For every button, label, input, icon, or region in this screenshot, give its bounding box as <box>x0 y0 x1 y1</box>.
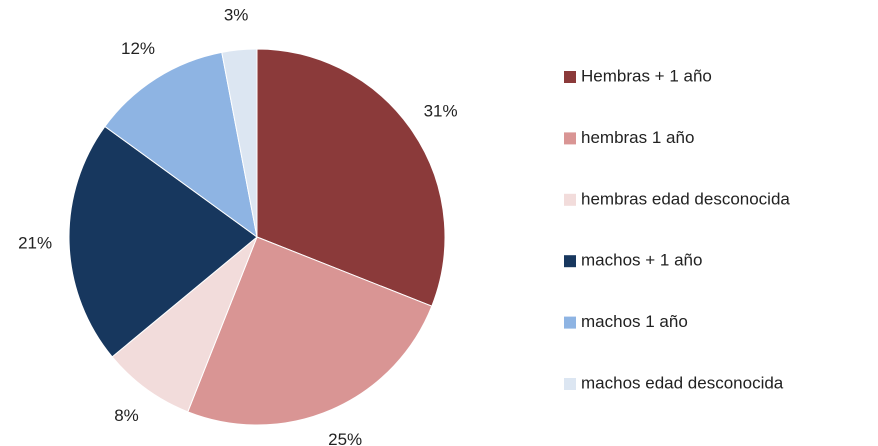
data-label: 31% <box>424 102 458 121</box>
legend-swatch <box>564 316 576 329</box>
legend-label: Hembras + 1 año <box>581 66 712 85</box>
legend-swatch <box>564 193 576 206</box>
data-label: 8% <box>114 406 139 425</box>
legend-label: hembras 1 año <box>581 128 694 147</box>
data-label: 12% <box>121 39 155 58</box>
legend-label: machos 1 año <box>581 312 688 331</box>
pie-slice <box>68 125 258 358</box>
pie-slice <box>221 48 258 238</box>
pie-slice <box>104 51 258 239</box>
data-label: 25% <box>328 430 362 446</box>
legend-swatch <box>564 378 576 390</box>
legend-label: machos edad desconocida <box>581 373 784 392</box>
data-label: 3% <box>224 5 249 24</box>
legend-swatch <box>564 255 576 268</box>
legend-swatch <box>564 71 576 83</box>
legend-swatch <box>564 132 576 145</box>
pie-slice <box>187 236 433 426</box>
pie-slice <box>256 48 446 307</box>
pie-slice <box>111 236 258 413</box>
legend-label: machos + 1 año <box>581 251 702 270</box>
legend-label: hembras edad desconocida <box>581 189 790 208</box>
data-label: 21% <box>18 233 52 252</box>
